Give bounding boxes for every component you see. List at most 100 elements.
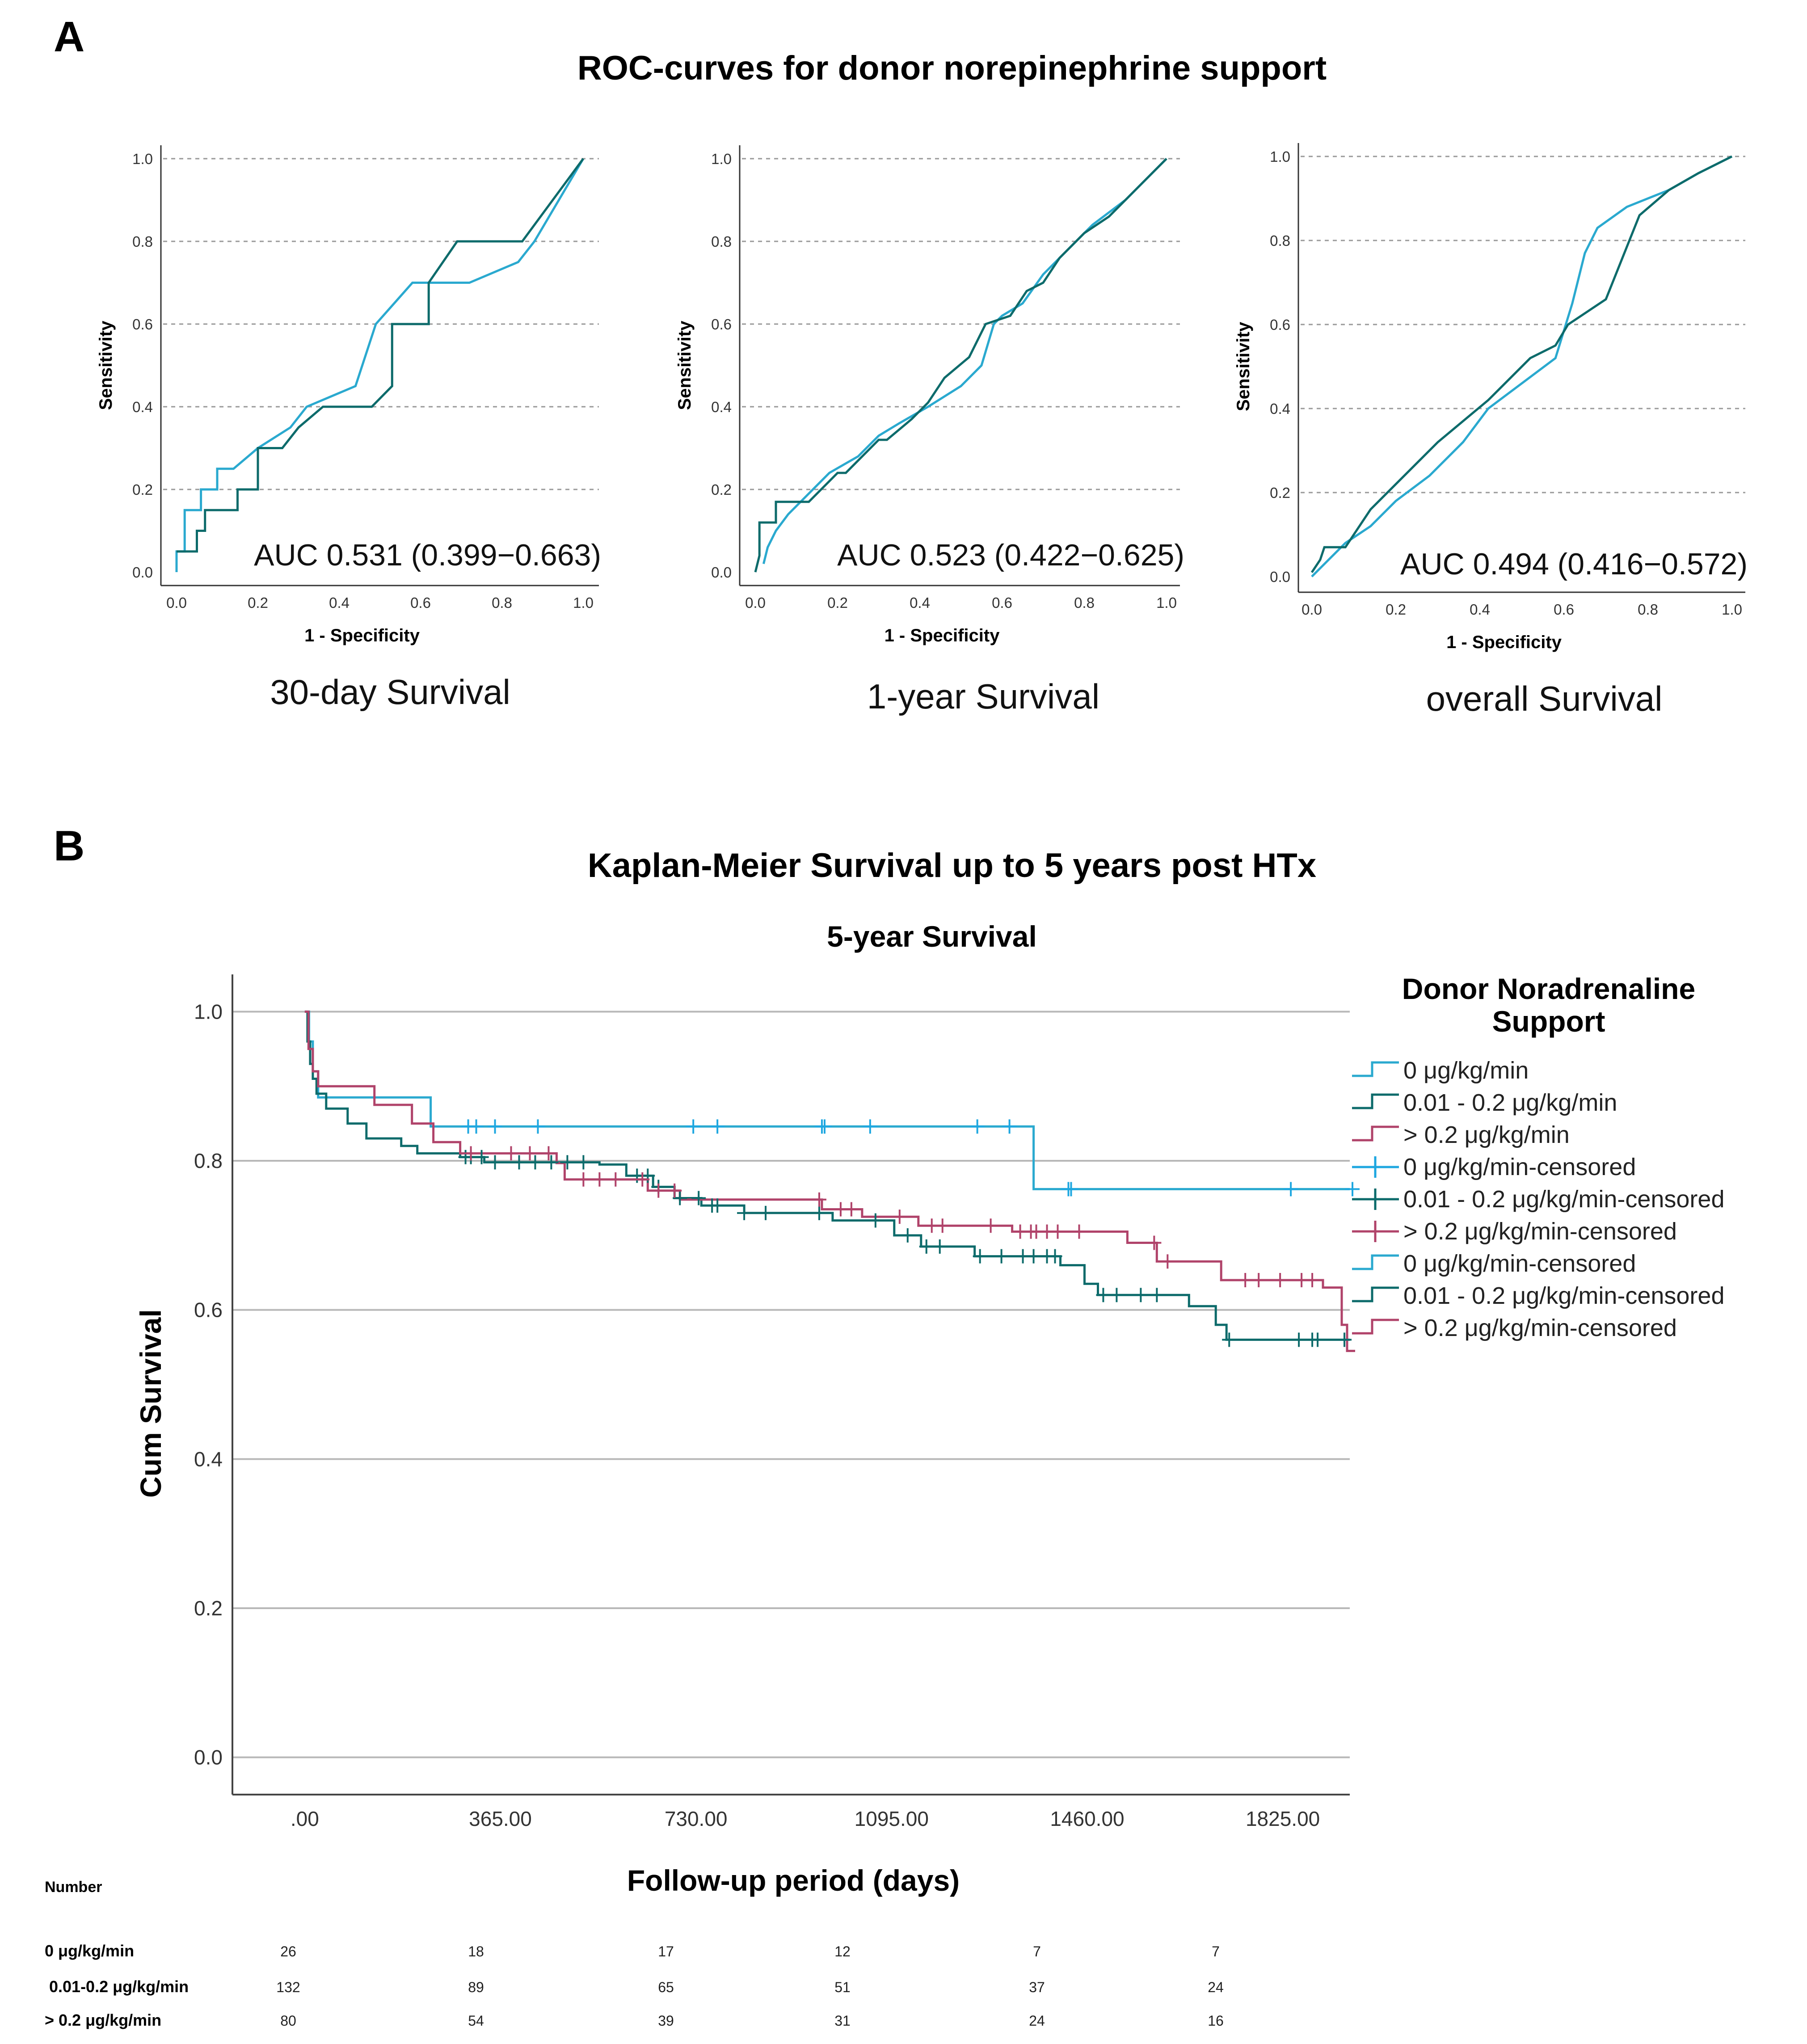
- roc-x-tick-label: 0.2: [827, 594, 848, 611]
- roc-y-tick-label: 0.6: [1270, 316, 1290, 333]
- risk-table-cell: 80: [280, 2013, 296, 2029]
- roc-y-axis-label: Sensitivity: [96, 320, 116, 410]
- km-curve-series-1: [304, 1010, 1350, 1341]
- risk-table: Number 0 μg/kg/min 26 18 17 12 7 7 0.01-0.2 μg/…: [45, 1879, 1224, 2029]
- roc-main-title: ROC-curves for donor norepinephrine supp…: [577, 49, 1327, 87]
- roc-x-tick-label: 0.2: [248, 594, 268, 611]
- roc-auc-text: AUC 0.494 (0.416−0.572): [1400, 547, 1748, 581]
- km-x-tick-label: 1460.00: [1050, 1807, 1124, 1830]
- roc-curve-dark: [177, 158, 585, 553]
- roc-x-tick-label: 1.0: [1156, 594, 1177, 611]
- km-x-tick-label: .00: [291, 1807, 319, 1830]
- km-x-tick-label: 1825.00: [1246, 1807, 1320, 1830]
- panel-letter-a: A: [54, 13, 84, 61]
- legend-step-swatch: [1352, 1254, 1399, 1270]
- km-x-axis-label: Follow-up period (days): [627, 1864, 960, 1897]
- legend-entry-label: 0 μg/kg/min: [1403, 1057, 1529, 1084]
- roc-x-tick-label: 0.8: [1638, 601, 1658, 618]
- risk-table-cell: 17: [658, 1943, 674, 1960]
- roc-y-tick-label: 0.0: [132, 564, 153, 581]
- legend-entry-label: > 0.2 μg/kg/min-censored: [1403, 1218, 1677, 1245]
- km-x-tick-label: 365.00: [469, 1807, 532, 1830]
- km-x-tick-label: 1095.00: [855, 1807, 929, 1830]
- km-y-tick-label: 0.4: [194, 1447, 223, 1471]
- roc-x-tick-label: 0.6: [1554, 601, 1574, 618]
- roc-x-tick-label: 0.0: [166, 594, 187, 611]
- risk-table-cell: 51: [834, 1979, 851, 1995]
- risk-table-cell: 132: [276, 1979, 300, 1995]
- legend-entry-label: 0.01 - 0.2 μg/kg/min: [1403, 1089, 1617, 1116]
- roc-x-tick-label: 0.0: [1302, 601, 1322, 618]
- legend-entry-label: > 0.2 μg/kg/min: [1403, 1121, 1570, 1148]
- risk-table-group-label: 0.01-0.2 μg/kg/min: [49, 1977, 189, 1996]
- roc-caption: 1-year Survival: [867, 677, 1099, 716]
- roc-x-tick-label: 0.6: [410, 594, 431, 611]
- risk-table-group-label: > 0.2 μg/kg/min: [45, 2011, 161, 2029]
- roc-x-tick-label: 0.4: [1470, 601, 1490, 618]
- roc-x-tick-label: 0.8: [1074, 594, 1095, 611]
- roc-y-tick-label: 0.4: [711, 399, 732, 415]
- roc-y-tick-label: 0.8: [711, 233, 732, 250]
- legend-step-swatch: [1352, 1125, 1399, 1142]
- roc-x-axis-label: 1 - Specificity: [1446, 632, 1562, 652]
- roc-x-tick-label: 0.0: [745, 594, 766, 611]
- km-y-tick-label: 0.8: [194, 1149, 223, 1172]
- roc-y-tick-label: 1.0: [132, 151, 153, 167]
- roc-y-tick-label: 0.0: [1270, 569, 1290, 585]
- risk-table-cell: 37: [1029, 1979, 1045, 1995]
- risk-table-cell: 89: [468, 1979, 484, 1995]
- roc-y-tick-label: 0.2: [1270, 485, 1290, 501]
- panel-letter-b: B: [54, 822, 84, 870]
- roc-y-tick-label: 0.4: [1270, 400, 1290, 417]
- roc-y-tick-label: 0.8: [1270, 232, 1290, 249]
- legend-step-swatch: [1352, 1093, 1399, 1109]
- roc-x-tick-label: 0.8: [492, 594, 512, 611]
- risk-table-header: Number: [45, 1879, 102, 1896]
- roc-y-tick-label: 0.6: [132, 316, 153, 333]
- km-subtitle: 5-year Survival: [827, 920, 1037, 953]
- roc-x-tick-label: 1.0: [1722, 601, 1742, 618]
- risk-table-cell: 7: [1212, 1943, 1220, 1960]
- roc-auc-text: AUC 0.531 (0.399−0.663): [254, 538, 601, 572]
- legend-entry-label: 0 μg/kg/min-censored: [1403, 1154, 1636, 1180]
- risk-table-cell: 7: [1033, 1943, 1041, 1960]
- legend-entry-label: 0 μg/kg/min-censored: [1403, 1250, 1636, 1277]
- roc-x-tick-label: 1.0: [573, 594, 594, 611]
- km-y-axis-label: Cum Survival: [134, 1309, 167, 1498]
- km-y-tick-label: 1.0: [194, 1000, 223, 1023]
- legend-entry-label: > 0.2 μg/kg/min-censored: [1403, 1315, 1677, 1341]
- risk-table-cell: 16: [1208, 2013, 1224, 2029]
- legend-step-swatch: [1352, 1319, 1399, 1335]
- km-curve-series-2: [304, 1010, 1355, 1352]
- km-plot: 0.0 0.2 0.4 0.6 0.8 1.0 .00 365.00 730.00 1095.00…: [134, 974, 1360, 1897]
- roc-panel-30day: 0.0 0.0 0.2 0.2 0.4 0.4 0.6 0.6 0.8 0.8 1.0 1.0 AUC…: [96, 145, 601, 712]
- roc-y-tick-label: 0.2: [711, 481, 732, 498]
- legend-entry-label: 0.01 - 0.2 μg/kg/min-censored: [1403, 1282, 1724, 1309]
- roc-y-tick-label: 0.2: [132, 481, 153, 498]
- roc-y-tick-label: 0.6: [711, 316, 732, 333]
- risk-table-cell: 24: [1208, 1979, 1224, 1995]
- km-curve-series-0: [304, 1010, 1350, 1190]
- roc-y-tick-label: 1.0: [1270, 148, 1290, 165]
- km-y-tick-label: 0.6: [194, 1298, 223, 1322]
- risk-table-cell: 65: [658, 1979, 674, 1995]
- roc-caption: overall Survival: [1426, 679, 1663, 718]
- roc-x-tick-label: 0.6: [992, 594, 1012, 611]
- km-y-tick-label: 0.2: [194, 1597, 223, 1620]
- roc-y-tick-label: 0.8: [132, 233, 153, 250]
- roc-curve-dark: [754, 158, 1167, 573]
- roc-x-tick-label: 0.4: [910, 594, 930, 611]
- roc-y-axis-label: Sensitivity: [1234, 321, 1253, 411]
- roc-panel-1year: 0.0 0.0 0.2 0.2 0.4 0.4 0.6 0.6 0.8 0.8 1.0 1.0 AUC…: [675, 145, 1184, 716]
- legend-title-line-1: Donor Noradrenaline: [1402, 972, 1695, 1005]
- roc-x-axis-label: 1 - Specificity: [304, 626, 420, 645]
- risk-table-cell: 26: [280, 1943, 296, 1960]
- roc-x-tick-label: 0.4: [329, 594, 350, 611]
- legend-step-swatch: [1352, 1061, 1399, 1077]
- roc-y-tick-label: 1.0: [711, 151, 732, 167]
- roc-curve-light: [1311, 155, 1733, 577]
- roc-curve-dark: [1310, 155, 1733, 573]
- risk-table-cell: 39: [658, 2013, 674, 2029]
- legend-title-line-2: Support: [1492, 1005, 1605, 1038]
